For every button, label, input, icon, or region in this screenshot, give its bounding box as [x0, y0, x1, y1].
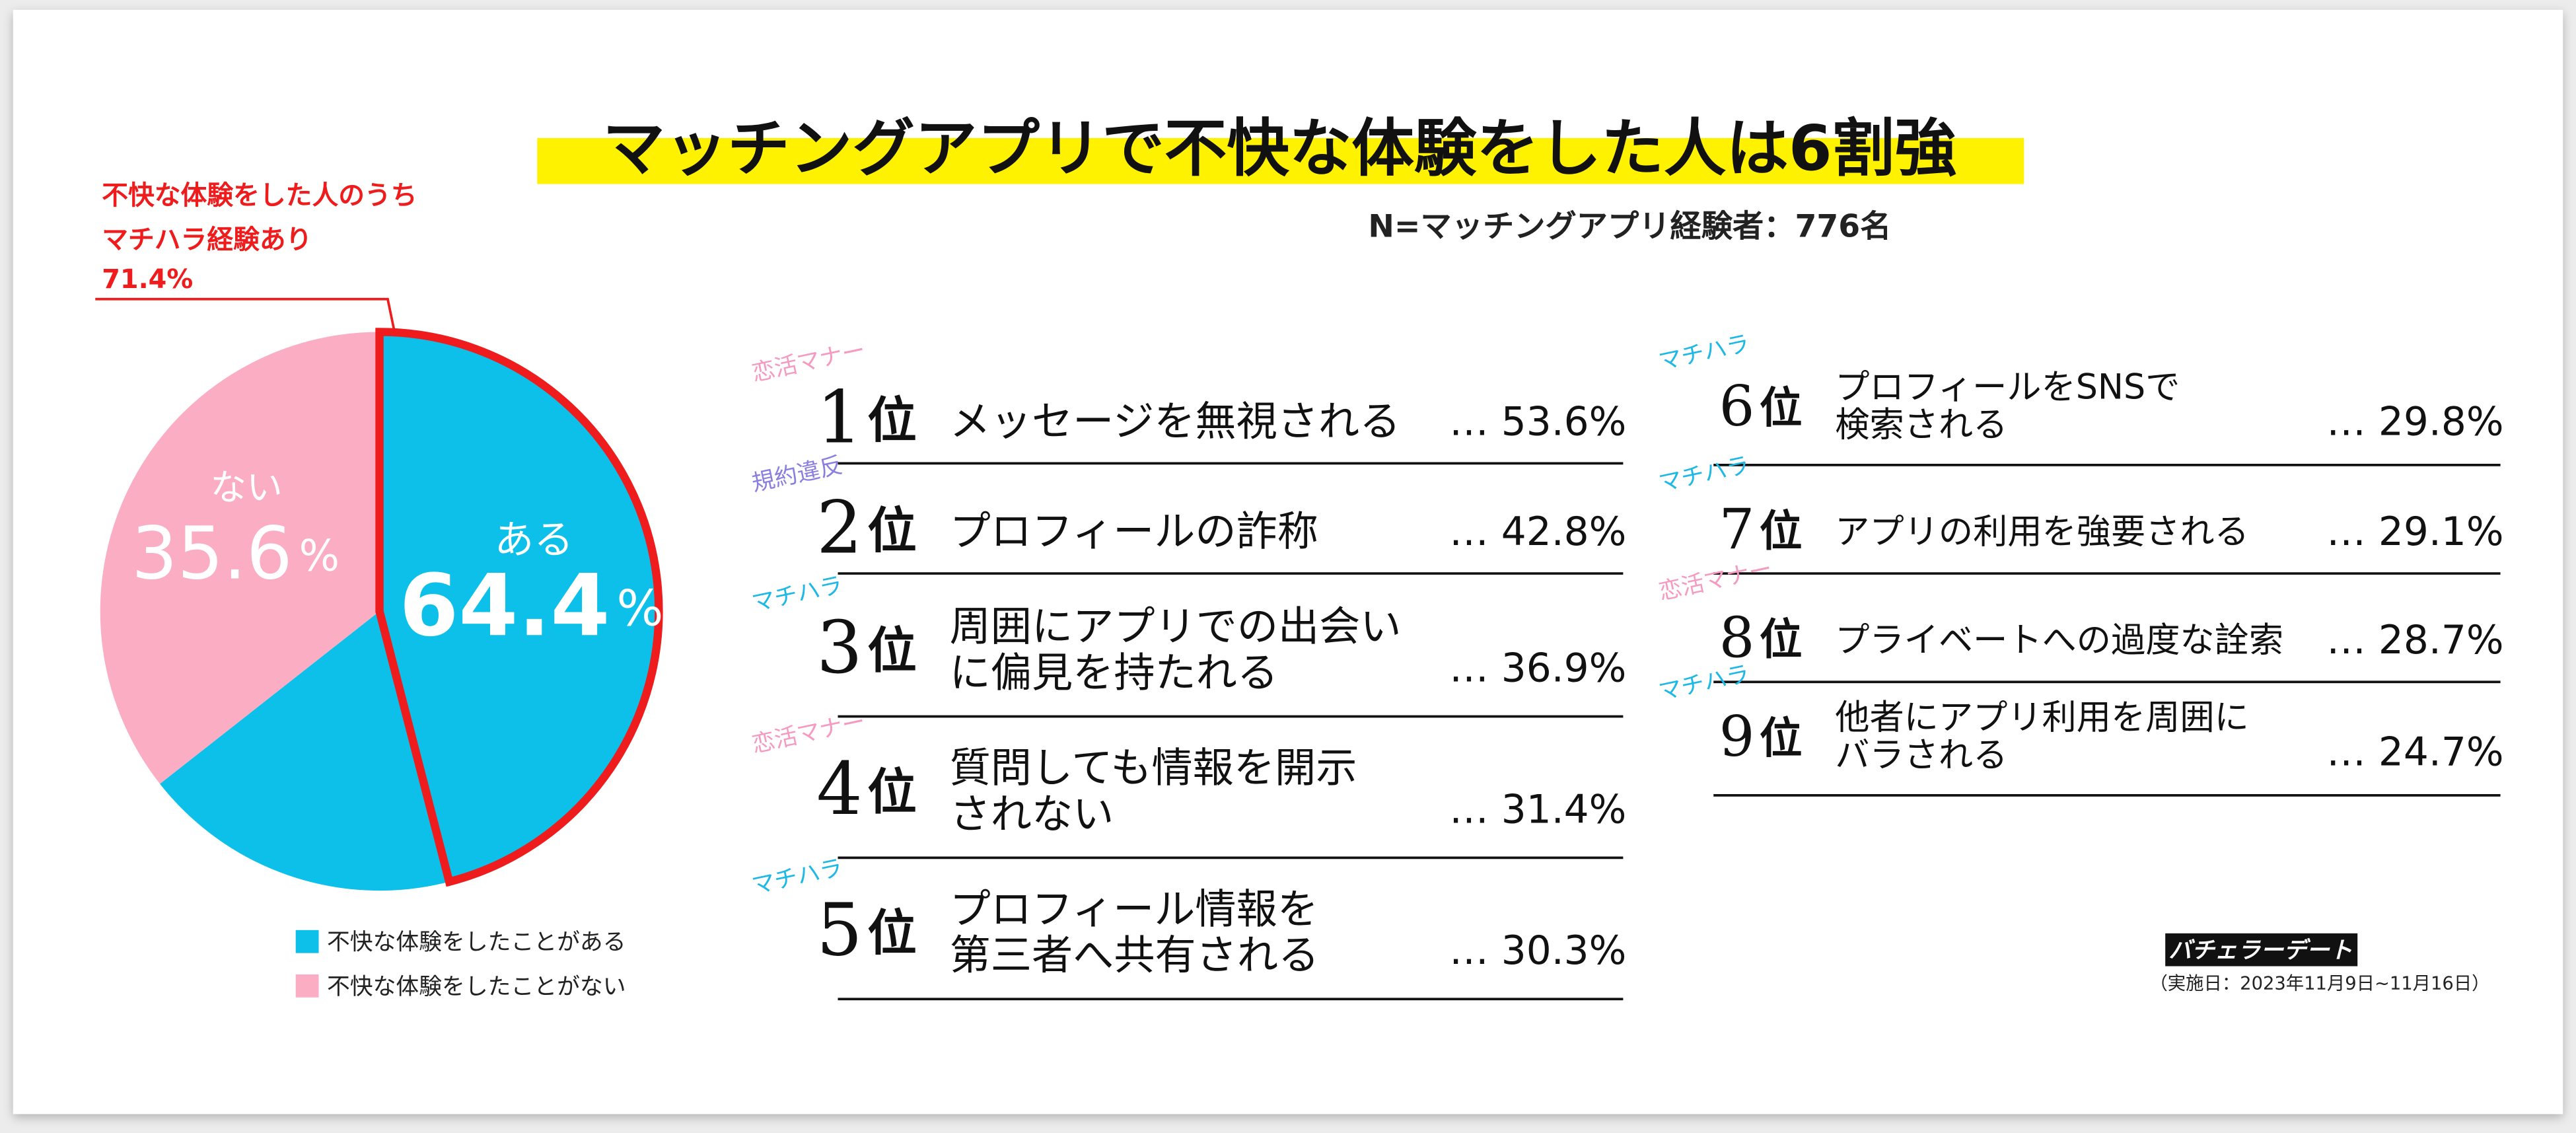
- rank: 7: [1719, 497, 1755, 562]
- item-label: プロフィール情報を: [950, 885, 1318, 933]
- item-label: プロフィールの詐称: [950, 507, 1318, 555]
- item-value: … 30.3%: [1449, 928, 1626, 974]
- annotation-wedge: [375, 328, 663, 887]
- rank: 3: [816, 605, 863, 690]
- survey-date: （実施日：2023年11月9日~11月16日）: [2149, 973, 2489, 994]
- item-value: … 36.9%: [1449, 645, 1626, 691]
- rank-unit: 位: [1760, 383, 1803, 433]
- rank-number: 3: [816, 605, 863, 690]
- rank-number: 2: [816, 486, 863, 570]
- item-label: プロフィールをSNSで: [1835, 367, 2180, 407]
- rank-unit: 位: [1760, 507, 1803, 556]
- logo-box: [2165, 933, 2358, 967]
- pie-slice: [160, 332, 659, 891]
- slice-value-label: 35.6%: [131, 511, 340, 595]
- item-label: バラされる: [1835, 736, 2007, 776]
- item-label: されない: [950, 789, 1114, 838]
- annotation-text: 不快な体験をした人のうち: [102, 180, 417, 211]
- rank-unit: 位: [867, 392, 917, 449]
- item-label: メッセージを無視される: [950, 397, 1401, 445]
- rank-number: 1: [816, 375, 863, 460]
- rank-unit: 位: [867, 502, 917, 560]
- rank: 9: [1719, 704, 1755, 769]
- item-label: 検索される: [1835, 406, 2007, 445]
- legend-swatch: [295, 930, 319, 953]
- item-label: 質問しても情報を開示: [950, 744, 1357, 792]
- rank: 6: [1719, 374, 1755, 439]
- rank: 5: [816, 888, 863, 972]
- rank-number: 4: [816, 747, 863, 831]
- item-label: 周囲にアプリでの出会い: [950, 603, 1402, 651]
- slice-unit: %: [299, 531, 340, 581]
- item-value: … 28.7%: [2326, 618, 2503, 663]
- legend-label: 不快な体験をしたことがある: [327, 930, 626, 956]
- rank-unit: 位: [1760, 713, 1803, 763]
- item-value: … 53.6%: [1449, 399, 1626, 445]
- annotation-value: 71.4%: [102, 264, 193, 295]
- rank-unit: 位: [1760, 615, 1803, 665]
- item-label: に偏見を持たれる: [950, 648, 1278, 696]
- item-value: … 29.8%: [2326, 399, 2503, 445]
- item-value: … 31.4%: [1449, 787, 1626, 832]
- rank: 8: [1719, 606, 1755, 671]
- title-highlight: [537, 137, 2024, 184]
- item-label: 第三者へ共有される: [950, 931, 1320, 979]
- chart-title: マッチングアプリで不快な体験をした人は6割強: [602, 112, 1956, 185]
- item-value: … 24.7%: [2326, 729, 2503, 775]
- legend-swatch: [295, 974, 319, 998]
- pie-slice: [100, 332, 380, 784]
- rank-unit: 位: [867, 763, 917, 821]
- slice-category: ある: [495, 517, 573, 563]
- slice-value: 35.6: [131, 511, 293, 595]
- annotation-text: マチハラ経験あり: [102, 225, 312, 255]
- legend-label: 不快な体験をしたことがない: [327, 974, 626, 1000]
- item-label: プライベートへの過度な詮索: [1835, 621, 2283, 661]
- rank: 4: [816, 747, 863, 831]
- item-label: アプリの利用を強要される: [1835, 512, 2249, 552]
- rank-number: 9: [1719, 704, 1755, 769]
- rank-number: 7: [1719, 497, 1755, 562]
- slice-category: ない: [210, 466, 282, 508]
- item-value: … 29.1%: [2326, 509, 2503, 555]
- ranking: 恋活マナー1 位メッセージを無視される… 53.6%規約違反2 位プロフィールの詐称…: [750, 330, 2504, 1001]
- logo: バチェラーデート: [2168, 937, 2353, 964]
- rank-unit: 位: [867, 622, 917, 679]
- item-value: … 42.8%: [1449, 509, 1626, 555]
- rank: 2: [816, 486, 863, 570]
- slice-value: 64.4: [399, 556, 610, 655]
- slice-unit: %: [616, 579, 663, 637]
- item-label: 他者にアプリ利用を周囲に: [1835, 698, 2249, 737]
- rank-number: 6: [1719, 374, 1755, 439]
- rank: 1: [816, 375, 863, 460]
- slice-value-label: 64.4%: [399, 556, 663, 655]
- subtitle: N=マッチングアプリ経験者：776名: [1368, 209, 1891, 245]
- rank-unit: 位: [867, 904, 917, 962]
- rank-number: 8: [1719, 606, 1755, 671]
- rank-number: 5: [816, 888, 863, 972]
